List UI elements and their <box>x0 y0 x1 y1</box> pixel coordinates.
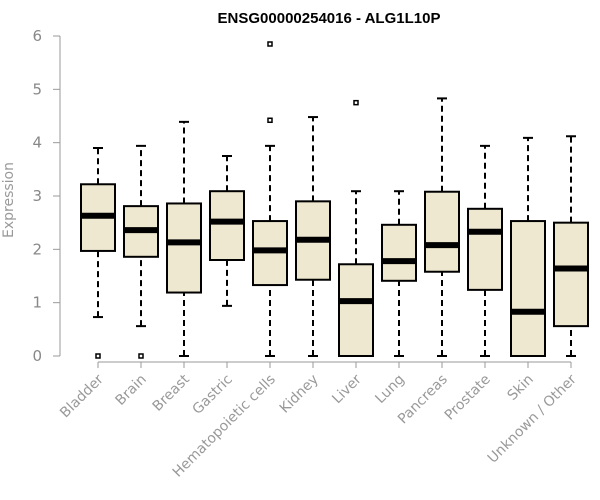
box-group <box>338 99 374 357</box>
box-rect <box>338 263 374 357</box>
box-group <box>510 136 546 357</box>
box-rect <box>424 190 460 273</box>
box-group <box>166 120 202 357</box>
box-rect <box>166 202 202 294</box>
y-tick-label: 4 <box>32 134 42 152</box>
box-series <box>80 41 589 359</box>
y-tick-label: 6 <box>32 27 42 45</box>
x-tick-label: Lung <box>372 372 407 407</box>
x-tick-label: Skin <box>504 372 536 404</box>
box-group <box>252 41 288 357</box>
y-axis: 0 1 2 3 4 5 6 <box>32 27 61 365</box>
y-tick-label: 2 <box>32 240 42 258</box>
outlier-point <box>353 99 359 106</box>
x-tick-label: Kidney <box>277 372 322 417</box>
box-group <box>381 190 417 357</box>
y-tick-label: 1 <box>32 294 42 312</box>
box-rect <box>553 221 589 328</box>
y-tick-label: 3 <box>32 187 42 205</box>
box-group <box>209 155 245 307</box>
box-group <box>295 116 331 357</box>
box-group <box>467 144 503 357</box>
x-tick-label: Prostate <box>442 372 494 424</box>
box-group <box>424 97 460 357</box>
box-rect <box>381 223 417 282</box>
box-group <box>123 144 159 359</box>
x-tick-label: Brain <box>113 372 150 409</box>
y-tick-label: 5 <box>32 80 42 98</box>
box-rect <box>467 207 503 291</box>
outlier-point <box>138 353 144 359</box>
box-group <box>553 135 589 357</box>
y-tick-label: 0 <box>32 347 42 365</box>
x-tick-label: Breast <box>150 371 194 415</box>
y-axis-label: Expression <box>1 162 17 238</box>
outlier-point <box>267 117 273 124</box>
outlier-point <box>95 353 101 359</box>
x-tick-label: Liver <box>329 371 365 407</box>
outlier-point <box>267 41 273 47</box>
box-rect <box>209 190 245 261</box>
chart-title: ENSG00000254016 - ALG1L10P <box>218 10 441 27</box>
box-rect <box>510 220 546 357</box>
x-tick-label: Bladder <box>57 371 107 421</box>
box-group <box>80 147 116 359</box>
